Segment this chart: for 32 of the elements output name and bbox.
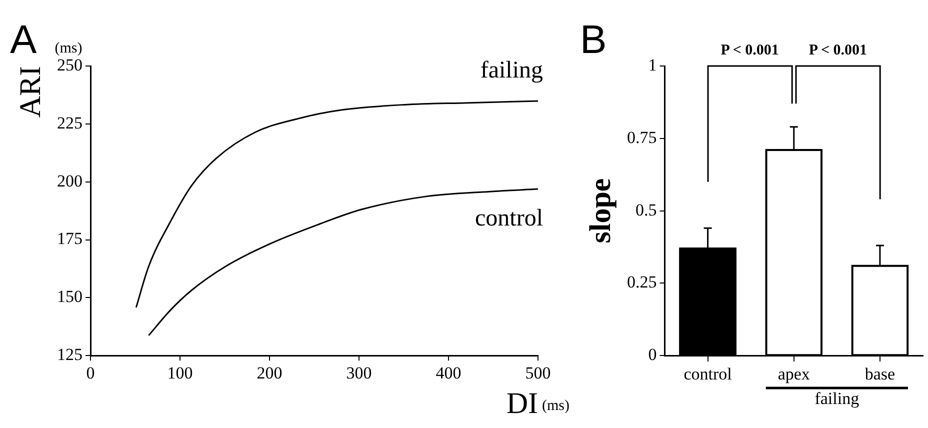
y-tick-label: 225 bbox=[57, 113, 82, 132]
x-tick-label: 0 bbox=[86, 363, 95, 382]
text: (ms) bbox=[542, 398, 570, 414]
x-tick-label: base bbox=[864, 364, 896, 384]
y-tick-label: 250 bbox=[57, 55, 82, 74]
chart-title: A bbox=[10, 18, 37, 62]
text: failing bbox=[814, 388, 860, 408]
x-tick-label: 200 bbox=[256, 363, 282, 382]
y-tick-label: 0.75 bbox=[627, 128, 657, 147]
series-label: control bbox=[475, 205, 544, 232]
y-tick-label: 125 bbox=[57, 345, 82, 364]
x-tick-label: control bbox=[684, 364, 732, 384]
x-tick-label: 100 bbox=[167, 363, 193, 382]
chart-title: B bbox=[580, 18, 607, 62]
y-tick-label: 175 bbox=[57, 229, 82, 248]
y-tick-label: 0 bbox=[648, 345, 657, 364]
text: P < 0.001 bbox=[720, 42, 779, 58]
y-tick-label: 0.25 bbox=[627, 272, 657, 292]
series-label: failing bbox=[480, 57, 543, 84]
y-axis-title: slope bbox=[584, 178, 617, 244]
y-tick-label: 1 bbox=[648, 55, 657, 74]
x-tick-label: 400 bbox=[436, 363, 462, 382]
x-tick-label: apex bbox=[778, 364, 810, 384]
y-axis-title: ARI bbox=[14, 66, 47, 118]
x-axis-title: DI bbox=[506, 386, 538, 420]
y-tick-label: 0.5 bbox=[636, 200, 657, 220]
x-tick-label: 500 bbox=[525, 363, 551, 382]
text: P < 0.001 bbox=[808, 42, 867, 58]
text: (ms) bbox=[54, 40, 82, 56]
y-tick-label: 150 bbox=[57, 287, 82, 306]
x-tick-label: 300 bbox=[346, 363, 372, 382]
y-tick-label: 200 bbox=[57, 171, 82, 190]
